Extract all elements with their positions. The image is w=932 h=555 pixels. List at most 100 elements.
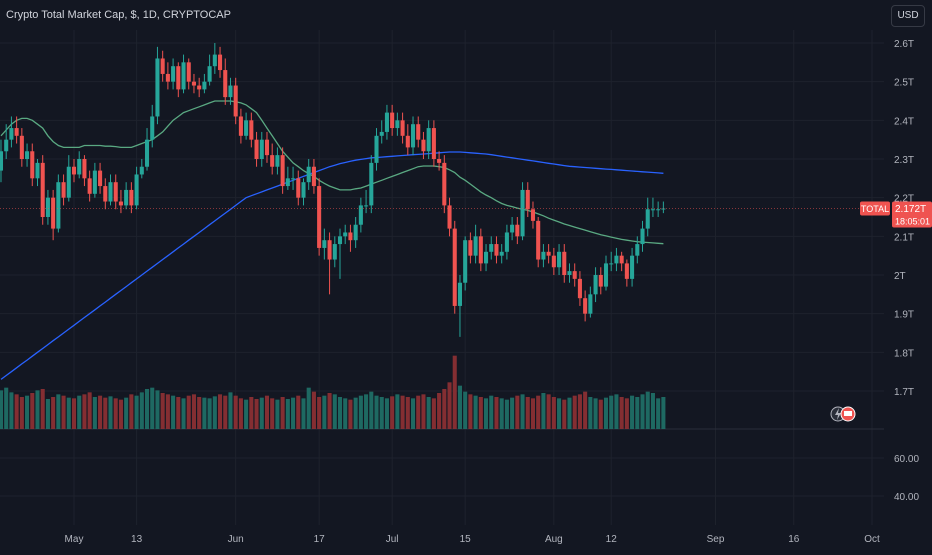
volume-bar: [541, 393, 546, 429]
time-tick-label: 13: [131, 534, 143, 545]
candle: [191, 73, 196, 94]
volume-bar: [603, 397, 609, 429]
volume-bar: [431, 398, 436, 429]
volume-bar: [92, 397, 97, 429]
candle-body: [494, 244, 499, 256]
candle-body: [437, 159, 442, 163]
candle: [562, 244, 567, 283]
volume-bar: [296, 395, 301, 429]
candle: [536, 217, 541, 268]
candle-body: [244, 120, 249, 136]
candle: [452, 220, 457, 314]
candle-body: [197, 85, 202, 90]
price-tick-label: 2T: [894, 271, 906, 282]
candle-body: [452, 228, 457, 306]
candle-body: [624, 263, 629, 279]
symbol-tag: [860, 201, 890, 216]
volume-bar: [437, 393, 442, 429]
candle: [416, 116, 421, 148]
candle-body: [546, 251, 551, 256]
volume-bar: [598, 399, 603, 429]
candle: [0, 139, 4, 183]
volume-bar: [494, 397, 499, 429]
candle-body: [484, 251, 489, 264]
candle-body: [510, 224, 515, 233]
volume-bar: [577, 394, 582, 429]
candle: [327, 232, 332, 295]
candle-body: [139, 166, 144, 175]
candle-body: [322, 240, 327, 248]
candle: [160, 50, 165, 82]
candle-body: [619, 255, 624, 264]
volume-bar: [416, 395, 421, 429]
candle: [437, 151, 442, 171]
volume-bar: [244, 399, 249, 429]
volume-bar: [87, 392, 92, 429]
candle: [249, 112, 254, 148]
volume-bar: [171, 395, 176, 429]
candle-body: [87, 178, 92, 194]
candle-body: [457, 282, 462, 306]
candle: [56, 174, 61, 233]
candle: [583, 290, 588, 322]
volume-bar: [144, 389, 150, 429]
candle-body: [390, 112, 395, 129]
candle-body: [228, 85, 233, 98]
candle-body: [238, 116, 243, 136]
candle-body: [92, 170, 97, 194]
volume-bar: [51, 397, 56, 429]
candle: [296, 170, 301, 206]
grid: [0, 30, 884, 525]
candle-body: [478, 236, 483, 264]
volume-bar: [259, 397, 264, 429]
candle-body: [207, 66, 212, 82]
volume-bar: [113, 398, 118, 429]
candle: [103, 178, 108, 210]
candle-body: [567, 271, 572, 275]
volume-bar: [108, 396, 113, 429]
candle-body: [609, 263, 614, 265]
candle: [285, 166, 290, 190]
candle: [468, 232, 473, 264]
candle: [405, 124, 410, 156]
candle-body: [129, 189, 134, 206]
candle-body: [171, 66, 176, 82]
time-tick-label: 16: [788, 534, 800, 545]
candle-body: [66, 166, 71, 198]
candle-body: [588, 294, 593, 314]
volume-bar: [499, 398, 504, 429]
candle-body: [134, 174, 139, 206]
volume-bar: [218, 394, 223, 429]
candle-body: [56, 182, 61, 229]
candle-body: [551, 255, 556, 268]
candle-body: [124, 189, 129, 206]
candle-body: [103, 186, 108, 202]
candle-body: [181, 62, 186, 90]
candle: [609, 251, 614, 272]
candle-body: [343, 232, 348, 237]
ma-short-line: [0, 100, 664, 245]
volume-bar: [311, 391, 316, 429]
candle-body: [405, 135, 410, 148]
candle: [9, 116, 14, 148]
candle: [661, 201, 666, 214]
time-tick-label: Sep: [707, 534, 725, 545]
currency-button[interactable]: USD: [891, 5, 925, 27]
candle: [541, 244, 546, 268]
candle: [87, 170, 92, 202]
candle: [504, 224, 509, 260]
candle: [374, 128, 379, 171]
volume-bar: [390, 396, 395, 429]
candle-body: [650, 209, 655, 211]
candle-body: [223, 70, 228, 98]
candle-body: [45, 197, 50, 217]
volume-bar: [567, 397, 572, 429]
candle: [108, 174, 113, 206]
candle-body: [395, 120, 400, 129]
volume-bar: [124, 397, 129, 429]
candle: [181, 54, 186, 94]
volume-bar: [264, 395, 270, 429]
